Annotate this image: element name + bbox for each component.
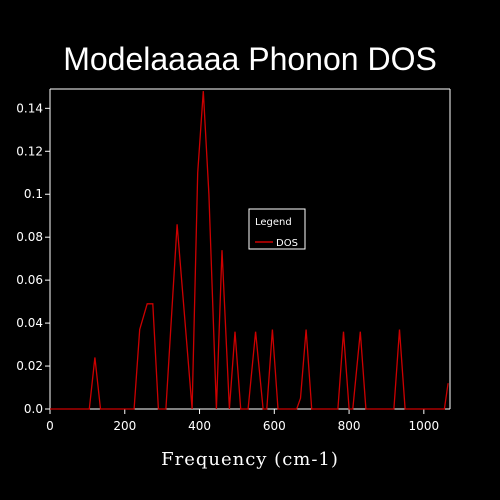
x-tick-label: 600 <box>263 419 286 433</box>
series-layer <box>50 91 449 410</box>
x-tick-label: 400 <box>188 419 211 433</box>
y-tick-label: 0.06 <box>16 273 43 287</box>
y-tick-label: 0.0 <box>24 402 43 416</box>
legend-title: Legend <box>255 217 292 228</box>
x-tick-label: 800 <box>338 419 361 433</box>
x-tick-label: 0 <box>46 419 54 433</box>
y-axis-ticks: 0.0 0.02 0.04 0.06 0.08 0.1 0.12 0.14 <box>16 101 50 416</box>
legend: Legend DOS <box>248 208 306 250</box>
y-tick-label: 0.08 <box>16 230 43 244</box>
y-tick-label: 0.1 <box>24 187 43 201</box>
legend-entry-dos: DOS <box>276 238 298 249</box>
x-axis-label: Frequency (cm-1) <box>161 449 339 470</box>
x-tick-label: 200 <box>113 419 136 433</box>
y-tick-label: 0.02 <box>16 359 43 373</box>
series-line-dos <box>50 91 449 410</box>
y-tick-label: 0.14 <box>16 101 43 115</box>
y-tick-label: 0.04 <box>16 316 43 330</box>
y-tick-label: 0.12 <box>16 144 43 158</box>
x-axis-ticks: 0 200 400 600 800 1000 <box>46 409 439 433</box>
x-tick-label: 1000 <box>409 419 440 433</box>
chart-title: Modelaaaaa Phonon DOS <box>63 41 437 77</box>
